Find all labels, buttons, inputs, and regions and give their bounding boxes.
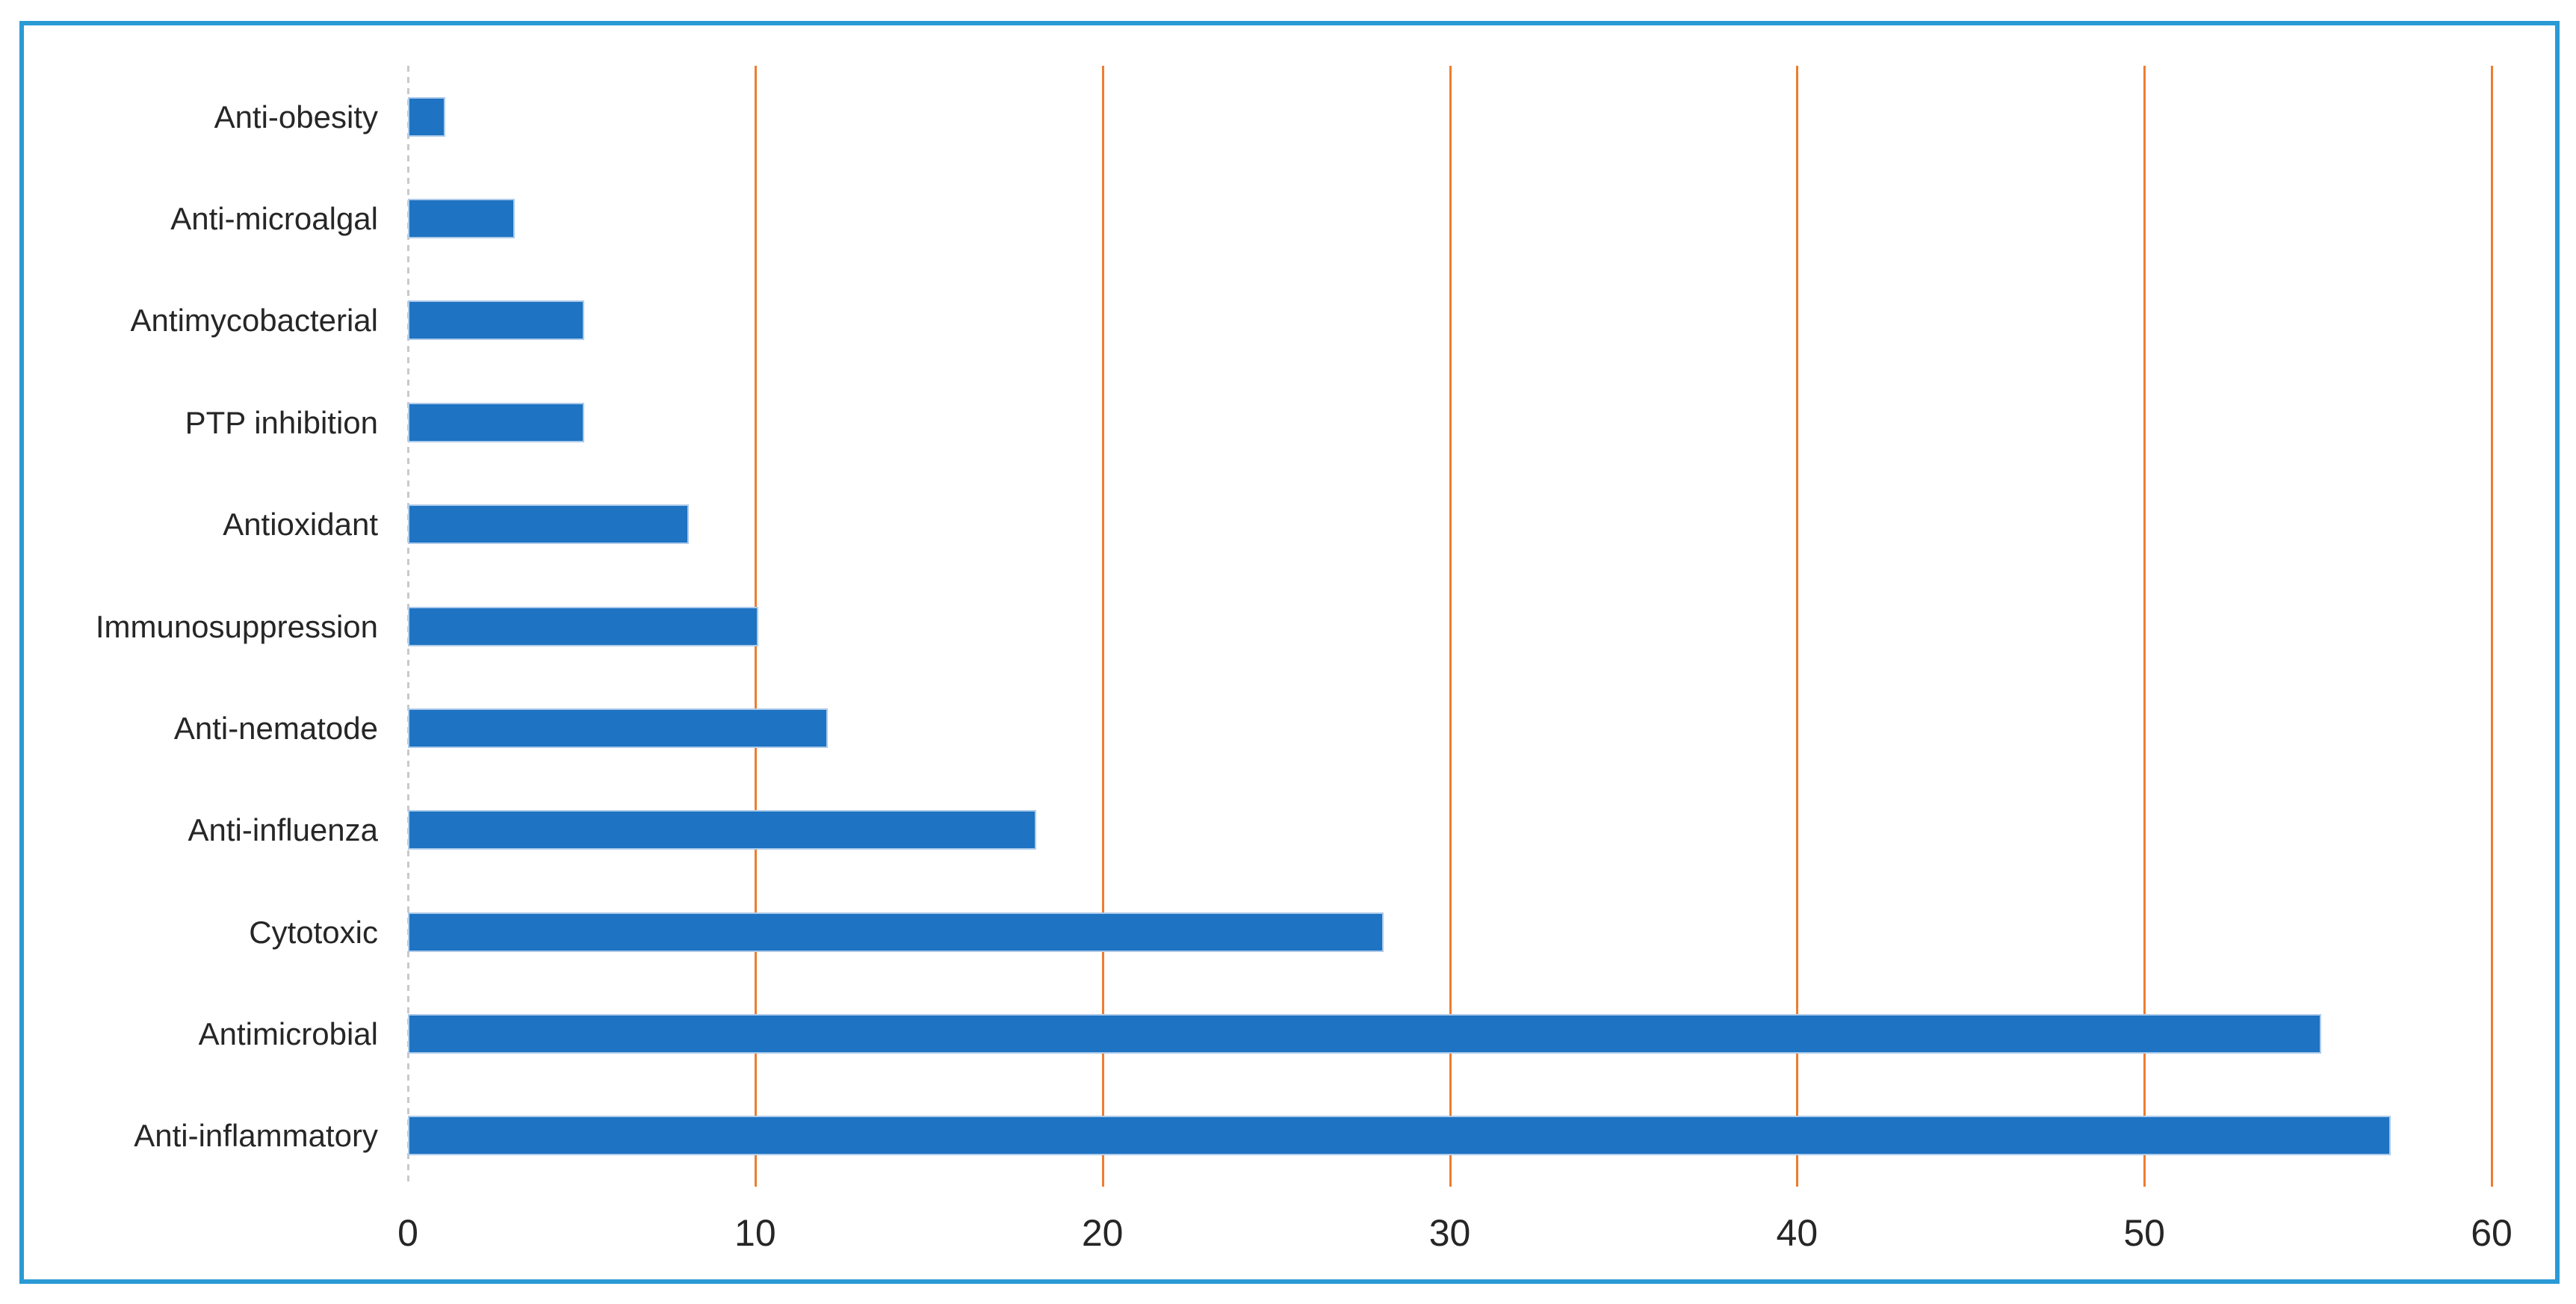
bar-anti-inflammatory bbox=[409, 1117, 2389, 1155]
category-label: Immunosuppression bbox=[95, 608, 378, 644]
bar-anti-influenza bbox=[409, 812, 1035, 849]
bar-immunosuppression bbox=[409, 608, 757, 645]
bar-anti-obesity bbox=[409, 98, 445, 135]
bar-anti-nematode bbox=[409, 709, 826, 747]
category-label: Anti-nematode bbox=[173, 710, 378, 746]
bar-antimicrobial bbox=[409, 1015, 2320, 1052]
category-label: Antioxidant bbox=[223, 507, 378, 543]
category-label: Antimicrobial bbox=[198, 1016, 378, 1051]
bar-antioxidant bbox=[409, 506, 687, 543]
x-tick-label: 10 bbox=[734, 1212, 776, 1254]
category-label: Anti-microalgal bbox=[170, 201, 378, 237]
chart-frame: Anti-obesity Anti-microalgal Antimycobacte… bbox=[19, 21, 2560, 1284]
x-tick-label: 20 bbox=[1081, 1212, 1124, 1254]
bar-cytotoxic bbox=[409, 913, 1382, 951]
bar-ptp-inhibition bbox=[409, 404, 583, 441]
category-label: Antimycobacterial bbox=[130, 303, 378, 339]
category-label: Anti-influenza bbox=[188, 812, 378, 848]
bar-anti-microalgal bbox=[409, 200, 514, 238]
x-tick-label: 30 bbox=[1428, 1212, 1471, 1254]
category-label: Anti-obesity bbox=[214, 99, 378, 135]
x-tick-label: 40 bbox=[1776, 1212, 1818, 1254]
bar-antimycobacterial bbox=[409, 302, 583, 339]
category-label: Anti-inflammatory bbox=[134, 1118, 378, 1154]
category-label: PTP inhibition bbox=[185, 404, 378, 440]
gridline-60 bbox=[2491, 66, 2493, 1187]
x-tick-label: 60 bbox=[2471, 1212, 2512, 1254]
category-label: Cytotoxic bbox=[249, 914, 378, 950]
x-tick-label: 50 bbox=[2123, 1212, 2165, 1254]
x-tick-label: 0 bbox=[397, 1212, 418, 1254]
